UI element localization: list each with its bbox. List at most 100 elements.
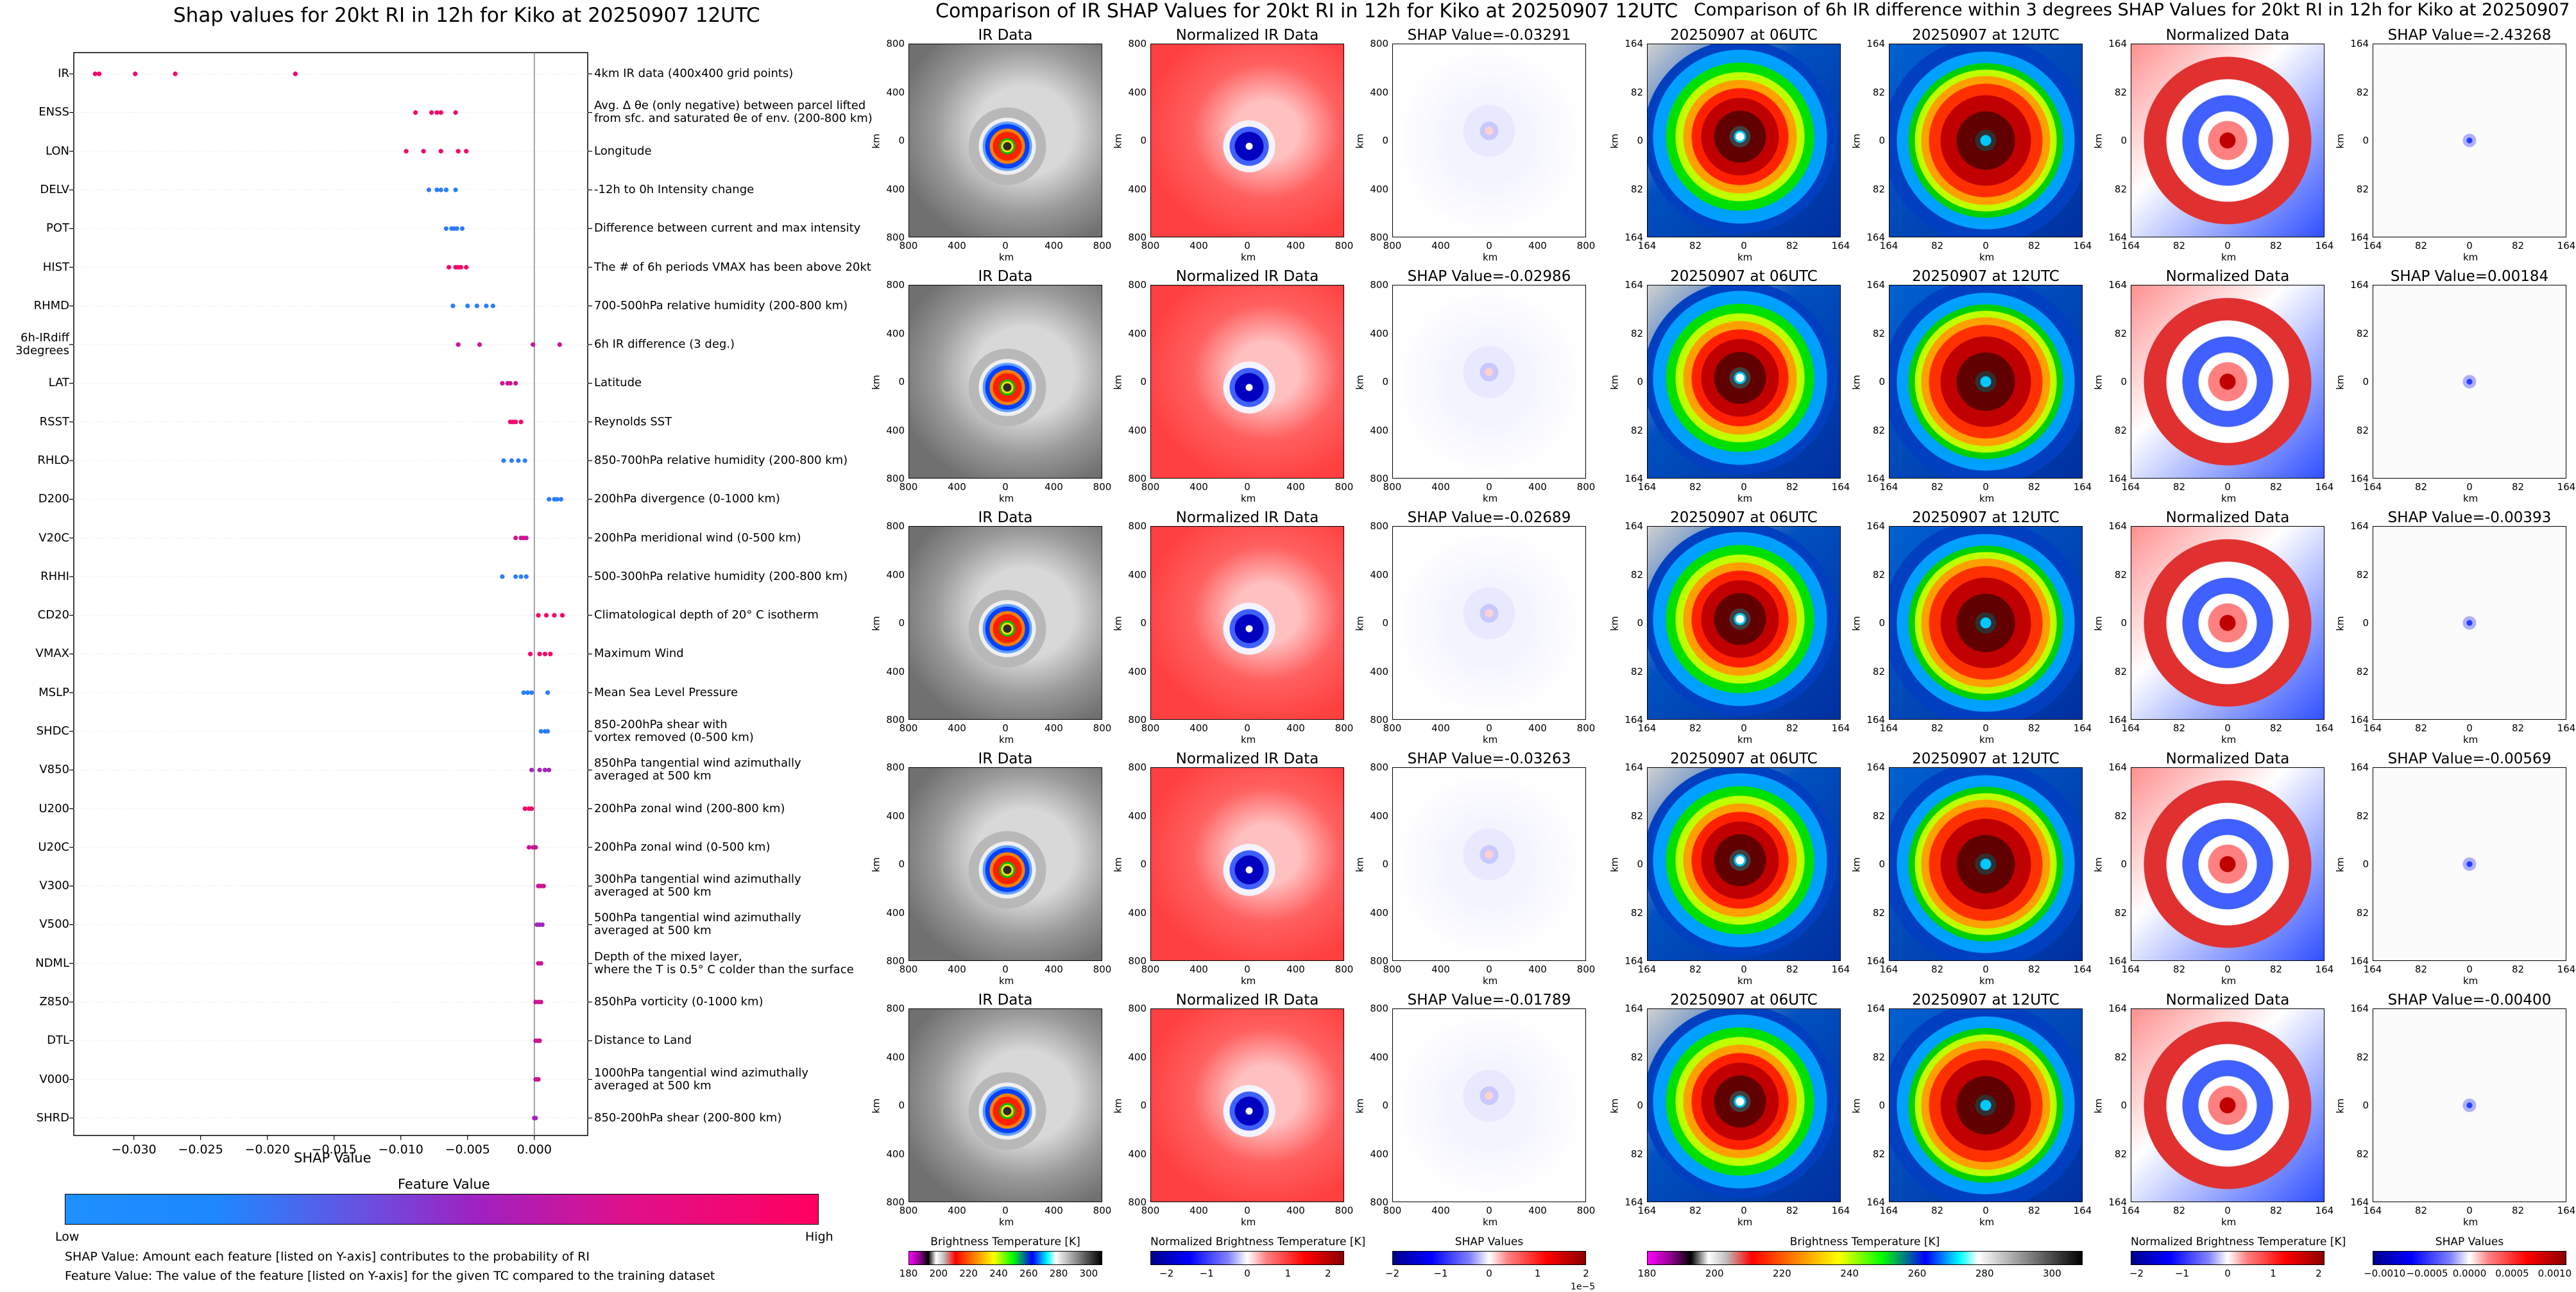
x-axis-label: km xyxy=(2221,734,2237,745)
x-tick-label: 82 xyxy=(2027,240,2041,251)
x-tick-label: 164 xyxy=(2557,481,2576,493)
shap-point xyxy=(518,574,524,579)
feature-description: 700-500hPa relative humidity (200-800 km… xyxy=(594,298,848,312)
normalized-diff-image xyxy=(2131,1008,2324,1202)
y-tick-label: 0 xyxy=(2362,858,2369,870)
feature-description: Distance to Land xyxy=(594,1033,692,1048)
x-axis-label: km xyxy=(2463,1216,2478,1228)
x-tick-label: 0 xyxy=(1002,722,1009,734)
y-axis-label: km xyxy=(1608,375,1621,390)
diff-brightness-colorbar xyxy=(1647,1251,2083,1265)
x-axis-label: km xyxy=(1979,251,1995,263)
y-axis-label: km xyxy=(1354,375,1366,390)
colorbar-tick-label: 0.0010 xyxy=(2538,1268,2572,1279)
feature-description: The # of 6h periods VMAX has been above … xyxy=(594,260,871,274)
ir-data-image xyxy=(908,526,1102,720)
colorbar-tick-label: 240 xyxy=(989,1268,1008,1279)
shap-panel-title: SHAP Value=-0.02689 xyxy=(1407,509,1571,526)
left-chart-title: Shap values for 20kt RI in 12h for Kiko … xyxy=(173,4,760,27)
normalized-ir-image xyxy=(1150,1008,1344,1202)
x-axis-label: km xyxy=(2463,251,2478,263)
y-tick-label: 800 xyxy=(1128,232,1147,243)
x-tick-label: 400 xyxy=(1286,240,1305,251)
x-tick-label: 800 xyxy=(899,722,918,734)
x-axis-label: km xyxy=(2463,734,2478,745)
colorbar-label: Normalized Brightness Temperature [K] xyxy=(2131,1236,2346,1248)
x-axis-label: km xyxy=(2463,975,2478,987)
x-tick-label: 800 xyxy=(899,240,918,251)
colorbar-exponent: 1e−5 xyxy=(1571,1282,1596,1292)
shap-point xyxy=(510,420,516,425)
colorbar-label: Brightness Temperature [K] xyxy=(930,1236,1080,1248)
x-tick-label: 164 xyxy=(2315,1205,2334,1216)
shap-point xyxy=(509,458,515,463)
x-tick-label: 400 xyxy=(948,964,966,975)
x-tick-label: 800 xyxy=(1576,481,1596,493)
y-tick-label: 82 xyxy=(2114,568,2127,581)
x-tick-label: 400 xyxy=(1528,240,1547,251)
y-tick-label: 0 xyxy=(1382,376,1388,387)
y-tick-label: 164 xyxy=(1866,761,1885,773)
shap-panel-title: SHAP Value=-0.01789 xyxy=(1407,992,1571,1008)
y-tick-label: 164 xyxy=(1866,1196,1885,1208)
x-axis-label: km xyxy=(1737,251,1753,263)
x-tick-label: 0 xyxy=(1486,481,1492,493)
y-axis-label: km xyxy=(2334,857,2346,872)
feature-name: DELV xyxy=(40,183,69,196)
x-tick-label: −0.010 xyxy=(379,1143,423,1157)
x-axis-label: km xyxy=(1483,734,1498,745)
y-tick-label: 0 xyxy=(1879,1100,1885,1111)
shap-panel-title: SHAP Value=-2.43268 xyxy=(2387,27,2552,44)
panel-title: Normalized IR Data xyxy=(1175,268,1319,285)
x-tick-label: 164 xyxy=(2315,481,2334,493)
x-tick-label: 400 xyxy=(1190,481,1208,493)
x-tick-label: 82 xyxy=(1689,1205,1702,1216)
shap-point xyxy=(421,149,426,154)
y-tick-label: 82 xyxy=(1872,1148,1885,1160)
y-tick-label: 0 xyxy=(1879,858,1885,870)
y-tick-label: 164 xyxy=(1866,38,1885,49)
y-tick-label: 400 xyxy=(886,183,905,195)
diff-shap-image xyxy=(2373,1008,2566,1202)
y-axis-label: km xyxy=(1354,857,1366,872)
colorbar-tick-label: −1 xyxy=(2174,1268,2190,1279)
normalized-diff-image xyxy=(2131,767,2324,961)
y-axis-label: km xyxy=(1354,616,1366,631)
y-tick-label: 800 xyxy=(886,955,905,967)
shap-point xyxy=(542,767,548,772)
shap-point xyxy=(522,458,527,463)
y-tick-label: 800 xyxy=(1128,520,1147,532)
x-axis-label: km xyxy=(2221,251,2237,263)
x-tick-label: 164 xyxy=(2315,964,2334,975)
colorbar-tick-label: 0 xyxy=(1244,1268,1250,1279)
feature-name: HIST xyxy=(42,260,69,274)
x-tick-label: 800 xyxy=(1093,240,1112,251)
y-tick-label: 82 xyxy=(1872,327,1885,339)
y-tick-label: 400 xyxy=(1128,1148,1147,1160)
x-tick-label: 82 xyxy=(2269,1205,2283,1216)
y-tick-label: 82 xyxy=(1872,810,1885,822)
ir-data-image xyxy=(908,44,1102,237)
y-tick-label: 400 xyxy=(886,1051,905,1063)
feature-name: U20C xyxy=(38,840,69,854)
colorbar-tick-label: 280 xyxy=(1049,1268,1068,1279)
x-tick-label: −0.015 xyxy=(312,1143,357,1157)
x-tick-label: 0 xyxy=(1983,1205,1989,1216)
panel-title: 20250907 at 06UTC xyxy=(1670,751,1818,767)
ir-shap-image xyxy=(1392,1008,1586,1202)
y-axis-label: km xyxy=(2092,133,2104,149)
shap-panel-title: SHAP Value=-0.00393 xyxy=(2387,509,2552,526)
y-tick-label: 164 xyxy=(1625,38,1643,49)
x-axis-label: km xyxy=(1483,975,1498,987)
shap-point xyxy=(438,187,443,192)
feature-description: 300hPa tangential wind azimuthally avera… xyxy=(594,872,801,899)
panel-title: 20250907 at 06UTC xyxy=(1670,992,1818,1008)
shap-point xyxy=(293,71,298,76)
x-tick-label: 0 xyxy=(2224,964,2231,975)
shap-point xyxy=(426,187,432,192)
y-tick-label: 82 xyxy=(2114,665,2127,677)
feature-name: POT xyxy=(46,221,69,235)
shap-point xyxy=(531,342,536,347)
y-tick-label: 800 xyxy=(886,1196,905,1208)
y-tick-label: 164 xyxy=(2350,1003,2369,1014)
